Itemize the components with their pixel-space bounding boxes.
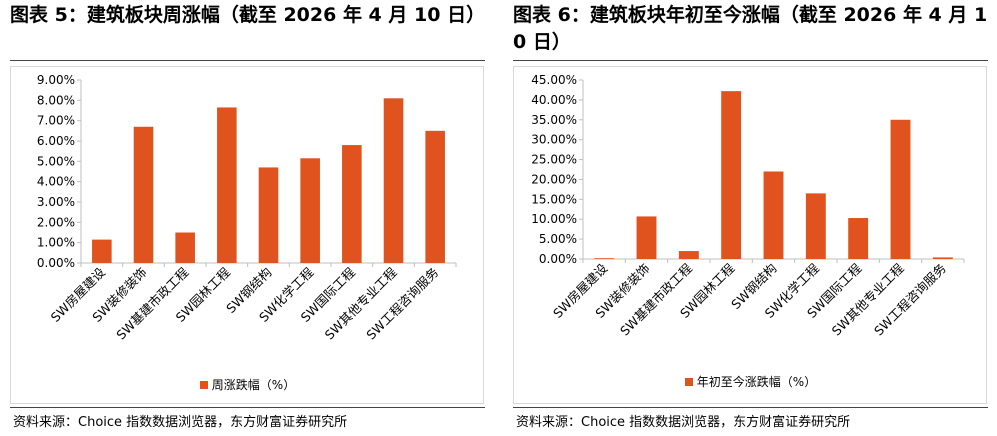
y-tick-label: 5.00% [37,154,75,168]
chart-legend: 年初至今涨跌幅（%） [513,373,988,390]
bar [92,239,112,263]
y-tick-label: 10.00% [531,212,577,226]
y-tick-label: 35.00% [531,113,577,127]
title-divider [10,60,485,61]
chart-title: 图表 5：建筑板块周涨幅（截至 2026 年 4 月 10 日） [10,4,486,26]
title-divider [513,60,988,61]
bar [258,167,279,263]
legend-label: 年初至今涨跌幅（%） [696,375,817,389]
bar [763,171,784,259]
chart-border [513,66,987,404]
legend-label: 周涨跌幅（%） [211,378,296,392]
y-tick-label: 25.00% [531,153,577,167]
bar [848,218,869,259]
y-tick-label: 30.00% [531,133,577,147]
bar [300,158,320,263]
chart-legend: 周涨跌幅（%） [10,376,485,393]
legend-swatch [684,378,693,386]
y-tick-label: 1.00% [37,236,75,250]
y-tick-label: 6.00% [37,134,75,148]
bar [932,257,953,259]
bar [425,130,445,263]
y-tick-label: 20.00% [531,172,577,186]
bar [133,126,154,263]
y-tick-label: 7.00% [37,114,75,128]
bar [342,145,362,263]
x-tick-label: SW基建市政工程 [113,264,191,342]
y-tick-label: 15.00% [531,192,577,206]
bar [594,258,615,259]
source-divider [10,407,485,408]
bar [175,232,195,263]
bar [805,193,826,259]
chart-border [10,66,484,404]
y-tick-label: 8.00% [37,93,75,107]
y-tick-label: 4.00% [37,175,75,189]
y-tick-label: 0.00% [539,252,577,266]
bar [383,98,404,263]
source-note: 资料来源：Choice 指数数据浏览器，东方财富证券研究所 [516,415,851,430]
bar [678,251,699,259]
y-tick-label: 3.00% [37,195,75,209]
x-tick-label: SW基建市政工程 [617,260,695,338]
x-tick-label: SW其他专业工程 [322,264,400,342]
weekly-change-panel: 图表 5：建筑板块周涨幅（截至 2026 年 4 月 10 日） 0.00% 1.… [10,0,485,436]
bar [890,119,911,260]
y-tick-label: 40.00% [531,93,577,107]
y-tick-label: 9.00% [37,73,75,87]
chart-title: 图表 6：建筑板块年初至今涨幅（截至 2026 年 4 月 10 日） [513,4,988,53]
source-note: 资料来源：Choice 指数数据浏览器，东方财富证券研究所 [13,415,348,430]
bar [721,91,742,259]
chart-area: 0.00% 1.00% 2.00% 3.00% 4.00% 5.00% 6.00% 7.00%… [10,66,485,404]
bar [636,216,657,259]
bar [217,107,237,263]
y-tick-label: 0.00% [37,256,75,270]
x-tick-label: SW工程咨询服务 [871,261,949,339]
y-tick-label: 2.00% [37,215,75,229]
bar-chart: 0.00% 1.00% 2.00% 3.00% 4.00% 5.00% 6.00% 7.00%… [10,66,484,404]
y-tick-label: 5.00% [539,232,577,246]
legend-swatch [199,381,208,389]
y-tick-label: 45.00% [531,73,577,87]
bar-chart: 0.00% 5.00% 10.00% 15.00% 20.00% 25.00% 30.00%… [513,66,987,404]
ytd-change-panel: 图表 6：建筑板块年初至今涨幅（截至 2026 年 4 月 10 日） 0.00… [513,0,988,436]
x-tick-label: SW工程咨询服务 [363,265,441,343]
x-tick-label: SW其他专业工程 [829,260,907,338]
chart-area: 0.00% 5.00% 10.00% 15.00% 20.00% 25.00% 30.00%… [513,66,988,404]
source-divider [513,407,988,408]
